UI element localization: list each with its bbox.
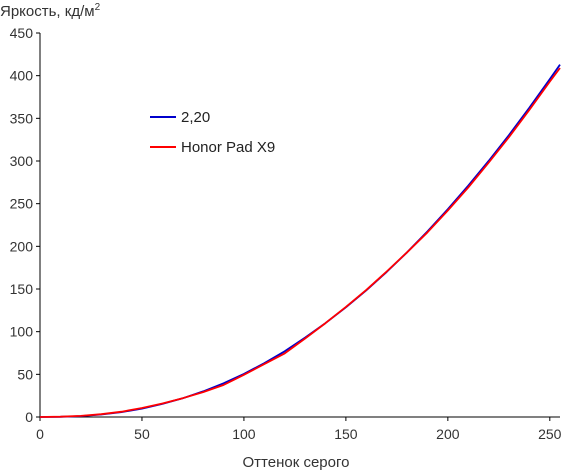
legend-label-1: 2,20 (181, 109, 210, 126)
y-axis-title-text: Яркость, кд/м (0, 3, 95, 20)
x-tick-label: 250 (538, 426, 562, 442)
y-axis-title-superscript: 2 (95, 2, 101, 13)
x-axis-title: Оттенок серого (243, 454, 350, 470)
y-axis-title: Яркость, кд/м2 (0, 2, 101, 20)
legend: 2,20 Honor Pad X9 (150, 109, 275, 156)
series-line-1 (39, 64, 561, 418)
x-tick-label: 0 (36, 426, 44, 442)
y-tick-label: 300 (10, 153, 34, 169)
axes (39, 33, 560, 418)
x-tick-label: 150 (334, 426, 358, 442)
y-ticks: 0 50 100 150 200 250 300 350 400 450 (10, 25, 40, 425)
x-ticks: 0 50 100 150 200 250 (36, 417, 562, 442)
y-tick-label: 0 (25, 409, 33, 425)
y-tick-label: 250 (10, 196, 34, 212)
y-tick-label: 450 (10, 25, 34, 41)
series-line-2 (39, 67, 561, 418)
y-tick-label: 150 (10, 281, 34, 297)
y-tick-label: 400 (10, 68, 34, 84)
legend-label-2: Honor Pad X9 (181, 139, 275, 156)
y-tick-label: 100 (10, 324, 34, 340)
y-tick-label: 350 (10, 110, 34, 126)
y-tick-label: 200 (10, 238, 34, 254)
y-tick-label: 50 (17, 366, 33, 382)
x-tick-label: 200 (436, 426, 460, 442)
x-tick-label: 50 (134, 426, 150, 442)
series-lines (39, 64, 561, 418)
x-tick-label: 100 (232, 426, 256, 442)
